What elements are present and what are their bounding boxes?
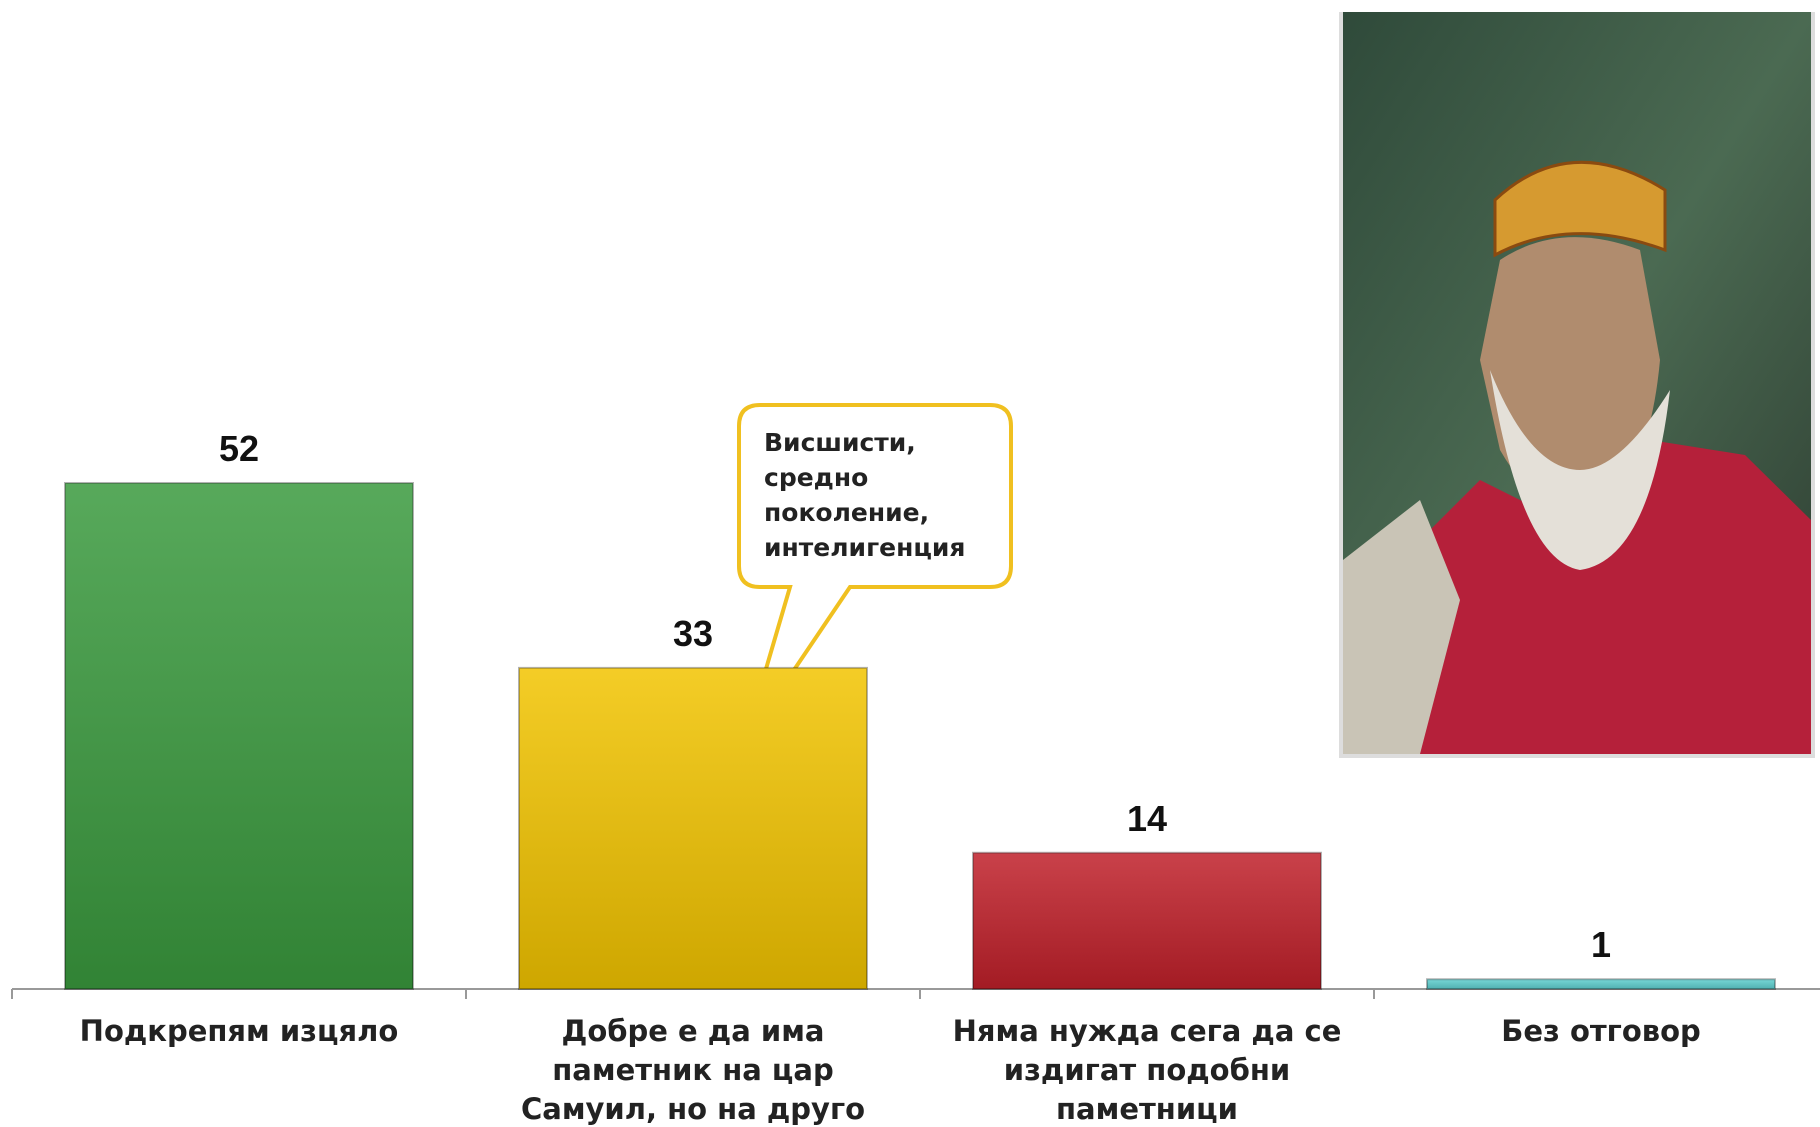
value-label: 33	[672, 612, 714, 654]
portrait-cloak	[1343, 440, 1811, 754]
bar-shade	[519, 667, 867, 989]
portrait-beard	[1490, 370, 1670, 570]
portrait	[1339, 12, 1815, 758]
value-label: 14	[1126, 797, 1168, 839]
portrait-crown	[1493, 160, 1667, 258]
category-label: Няма нужда сега да се издигат подобни па…	[952, 1014, 1342, 1126]
bar-shade	[1427, 979, 1775, 989]
category-label: Без отговор	[1501, 1014, 1701, 1048]
callout-text: Висшисти, средно поколение, интелигенция	[764, 428, 966, 562]
value-label: 1	[1590, 924, 1612, 966]
bar-shade	[65, 483, 413, 989]
callout	[737, 403, 1013, 746]
category-label: Добре е да има паметник на цар Самуил, н…	[520, 1014, 866, 1126]
portrait-sleeve	[1343, 500, 1460, 754]
callout-bubble	[737, 403, 1013, 746]
value-label: 52	[218, 428, 260, 469]
bar-shade	[973, 852, 1321, 989]
category-label: Подкрепям изцяло	[79, 1014, 399, 1048]
